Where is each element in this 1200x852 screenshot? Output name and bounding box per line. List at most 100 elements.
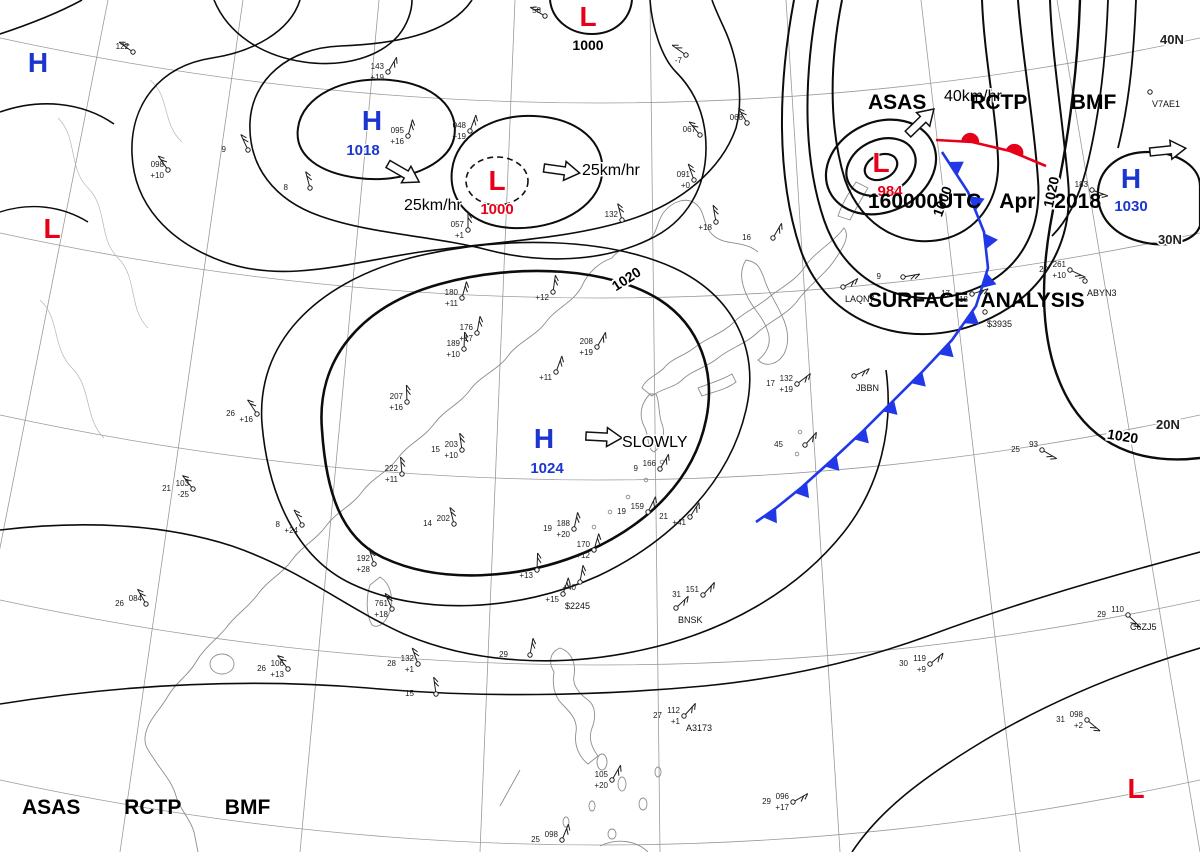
wind-barb-tick [1133, 625, 1141, 628]
wind-barb-tick [596, 537, 601, 545]
station-value: 105 [595, 770, 609, 779]
station-extra: 26 [226, 409, 235, 418]
station-circle [645, 509, 651, 515]
wind-barb-tick [158, 155, 165, 159]
movement-arrow: 40km/hr [904, 87, 1004, 138]
wind-barb-tick [689, 167, 696, 173]
station-value: 048 [453, 121, 467, 130]
station-value: 132 [401, 654, 415, 663]
wind-barb [118, 41, 132, 52]
isobar-corner-arc [0, 0, 83, 35]
isobar-south-sweep [0, 551, 1200, 705]
wind-barb-tick [396, 57, 398, 64]
station-plot: 207+16 [389, 384, 411, 412]
station-plot: +12 [535, 274, 559, 302]
station-plot: +13 [519, 552, 542, 580]
pressure-center-l: L [1126, 772, 1145, 805]
terrain-line [39, 299, 105, 439]
wind-barb-tick [566, 828, 569, 835]
wind-barb [563, 577, 569, 593]
station-extra: 8 [276, 520, 281, 529]
station-value: 110 [1111, 605, 1124, 614]
arrow-icon [585, 426, 624, 448]
station-extra: 9 [877, 272, 882, 281]
wind-barb [305, 171, 310, 187]
wind-barb [704, 582, 715, 594]
latitude-label: 40N [1160, 32, 1184, 47]
wind-barb [449, 507, 454, 522]
station-plot: 15 [405, 676, 440, 698]
station-value: 192 [357, 554, 371, 563]
movement-label: 25km/hr [582, 162, 640, 179]
station-plot: 170+12 [576, 533, 602, 560]
parallel-line [0, 414, 1200, 481]
station-extra: 15 [431, 445, 440, 454]
station-plot: 132 +1 28 [387, 647, 421, 674]
wind-barb [671, 44, 685, 55]
station-value: 170 [577, 540, 591, 549]
station-circle [969, 291, 975, 297]
wind-barb [685, 703, 696, 715]
wind-barb-tick [567, 577, 571, 585]
wind-barb-tick [473, 119, 477, 126]
station-value: 203 [445, 440, 459, 449]
isobar-left-arc [0, 103, 115, 125]
station-plot: 091+0 [677, 163, 697, 190]
isobar-pack-arc [1051, 0, 1109, 237]
station-temp: +10 [446, 350, 460, 359]
station-plot: +15 $2245 [545, 577, 590, 611]
station-circle [1125, 612, 1131, 618]
wind-barb [844, 278, 858, 287]
station-extra: 30 [899, 659, 908, 668]
station-temp: +12 [576, 551, 590, 560]
wind-barb-tick [1074, 274, 1082, 277]
pressure-value: 1018 [346, 142, 379, 159]
wind-barb-tick [433, 681, 440, 687]
station-extra: 25 [531, 835, 540, 844]
wind-barb-tick [576, 516, 580, 523]
pressure-symbol: L [872, 147, 889, 178]
isobar-pack-arc [1117, 0, 1137, 149]
wind-barb [400, 457, 403, 472]
wind-barb [648, 496, 656, 511]
station-extra: 21 [162, 484, 171, 493]
pressure-center-h: H 1018 [345, 104, 383, 160]
movement-arrow: 25km/hr [542, 160, 642, 182]
meridian-line [119, 0, 244, 852]
wind-barb [773, 223, 782, 237]
wind-barb-tick [713, 582, 715, 589]
station-plot: +18 [698, 204, 719, 232]
coast-island [562, 816, 570, 828]
station-value: 761 [375, 599, 389, 608]
station-value: 261 [1053, 260, 1067, 269]
station-value: 188 [557, 519, 571, 528]
station-value: 132 [780, 374, 794, 383]
isobar-hairpin [806, 0, 1040, 300]
movement-arrow: 25km/hr [384, 159, 464, 216]
wind-barb [931, 652, 944, 663]
wind-barb-tick [559, 360, 563, 367]
wind-barb [712, 205, 717, 220]
coast-taiwan [366, 576, 392, 627]
dashed-low-circle [465, 156, 529, 206]
movement-arrow: SLOWLY [585, 426, 689, 453]
isobar-southwest-sweep [0, 369, 889, 662]
wind-barb-tick [979, 289, 985, 296]
station-temp: +13 [519, 571, 533, 580]
station-circle [542, 13, 548, 19]
wind-barb-tick [465, 281, 470, 288]
station-temp: +18 [954, 295, 968, 304]
station-plot: 084 26 [115, 588, 149, 608]
wind-barb-tick [668, 454, 670, 461]
wind-barb [688, 121, 699, 134]
station-plot: 112 +1 27 A3173 [653, 703, 712, 733]
wind-barb [573, 512, 579, 527]
station-temp: +1 [671, 717, 681, 726]
meridian-line [785, 0, 841, 852]
station-circle [245, 147, 251, 153]
latitude-label: 20N [1156, 417, 1180, 432]
station-plot: +40 [562, 565, 587, 592]
station-circle [609, 777, 615, 783]
station-circle [1084, 717, 1090, 723]
